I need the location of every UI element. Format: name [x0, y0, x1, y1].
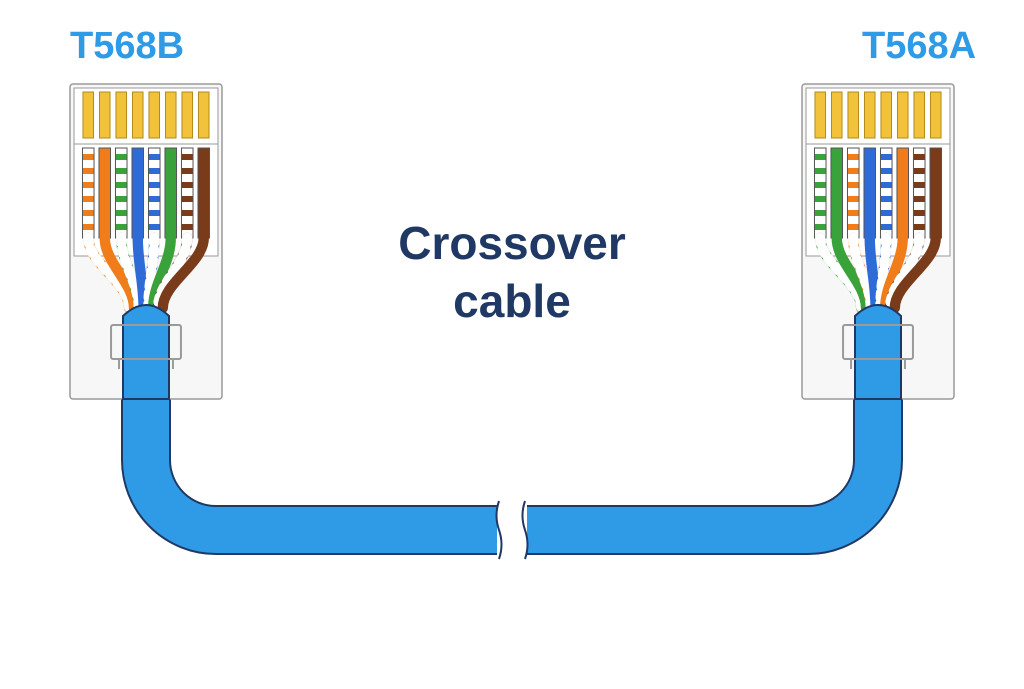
wire-pin4-blue	[132, 148, 144, 238]
rj45-connector-right	[802, 84, 954, 399]
diagram-root: T568B T568A Crossover cable	[0, 0, 1024, 689]
wire-pin7-white-brown	[181, 148, 193, 238]
wire-pin2-orange	[99, 148, 111, 238]
rj45-connector-left	[70, 84, 222, 399]
wire-pin6-green	[165, 148, 177, 238]
cable-jacket	[146, 345, 878, 559]
wire-pin8-brown	[198, 148, 210, 238]
cable-diagram-svg	[0, 0, 1024, 689]
wire-pin4-blue	[864, 148, 876, 238]
wire-pin2-green	[831, 148, 843, 238]
wire-pin5-white-blue	[880, 148, 892, 238]
wire-pin7-white-brown	[913, 148, 925, 238]
wire-pin8-brown	[930, 148, 942, 238]
wire-pin1-white-orange	[82, 148, 94, 238]
wire-pin3-white-green	[115, 148, 127, 238]
wire-pin6-orange	[897, 148, 909, 238]
wire-pin1-white-green	[814, 148, 826, 238]
wire-pin3-white-orange	[847, 148, 859, 238]
wire-pin5-white-blue	[148, 148, 160, 238]
